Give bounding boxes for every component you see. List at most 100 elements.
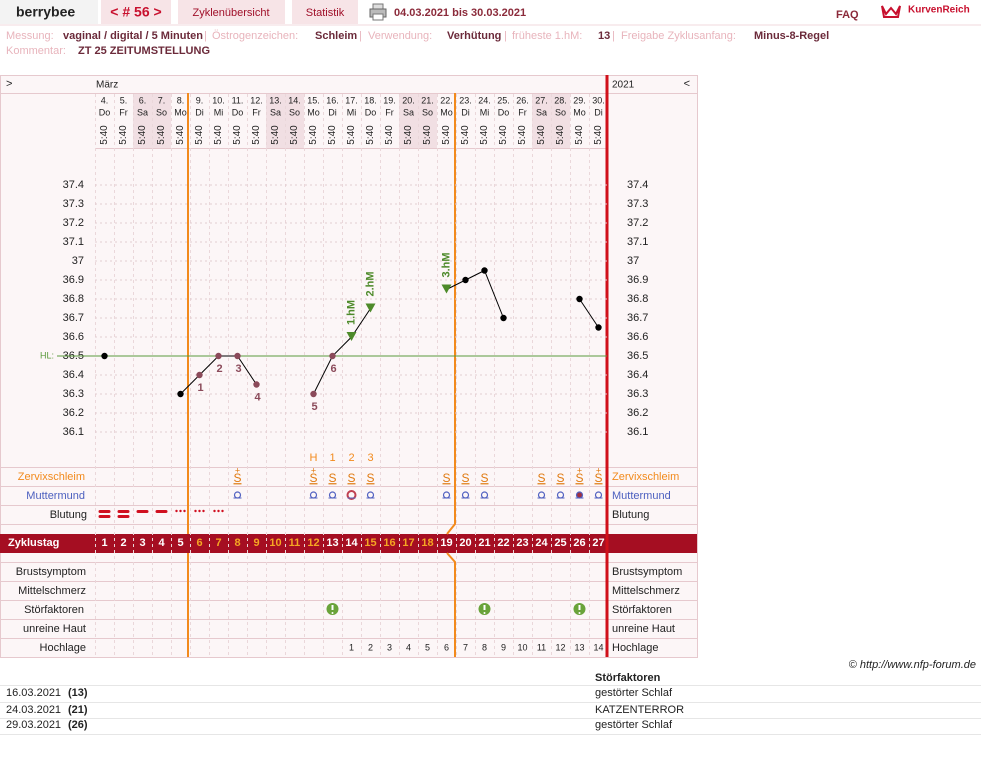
weekday-label: Mi [214,107,224,117]
tab-bg[interactable] [292,0,358,24]
tab[interactable]: Zyklenübersicht [192,7,269,19]
point-label: 5 [311,401,317,413]
bleeding-dot [198,509,201,513]
point-label: 4 [254,391,261,403]
separator: | [359,30,362,42]
mucus-plus: + [235,465,240,475]
day-label: 11. [232,95,244,105]
user-name: berrybee [16,4,75,20]
cervix-icon [575,491,584,499]
mucus-plus: + [596,465,601,475]
mucus-symbol: S [556,471,564,485]
temperature-point [310,390,317,398]
time-label: 5:40 [175,125,186,145]
nav[interactable]: > [6,78,12,90]
faq-link[interactable]: FAQ [836,9,859,21]
temperature-point [329,352,336,360]
cycle-day: 2 [120,537,126,549]
day-label: 19. [383,95,396,105]
cycle-day: 19 [440,537,452,549]
day-label: 9. [196,95,204,105]
bleeding-dot [221,509,224,513]
separator: | [204,30,207,42]
cycle-day: 1 [101,537,107,549]
temperature-point [365,303,376,313]
high-phase-day: 11 [537,642,546,652]
info-label: Freigabe Zyklusanfang: [621,30,736,42]
tab[interactable]: Statistik [306,7,345,19]
bleeding-dot [217,509,220,513]
temperature-point [177,390,184,398]
row-label: Zyklustag [8,537,59,549]
weekday-label: Mo [573,107,586,117]
note-date: 24.03.2021 [6,704,61,716]
temperature-point [346,332,357,341]
y-tick-label: 36.3 [627,388,648,400]
weekday-label: Fr [119,107,128,117]
cycle-day: 4 [158,537,165,549]
phase-line [446,93,456,657]
tab-bg[interactable] [101,0,171,24]
day-label: 22. [440,95,453,105]
peak-label: 3 [367,452,373,464]
info-value: ZT 25 ZEITUMSTELLUNG [78,45,210,57]
y-tick-label: 37.4 [627,179,648,191]
high-phase-day: 1 [349,642,354,652]
point-label: 3 [235,363,241,375]
info-value: vaginal / digital / 5 Minuten [63,30,203,42]
mucus-symbol: S [309,471,317,485]
mucus-symbol: S [575,471,583,485]
time-label: 5:40 [460,125,471,145]
point-label: 2 [216,363,222,375]
y-tick-label: 36.5 [627,350,648,362]
bleeding-dot [213,509,216,513]
weekday-label: Mo [174,107,187,117]
cycle-day: 25 [554,537,566,549]
y-tick-label: 37 [72,255,84,267]
high-phase-day: 9 [501,642,506,652]
coverline-label: HL: [40,350,54,360]
time-label: 5:40 [441,125,452,145]
y-tick-label: 36.6 [63,331,84,343]
weekday-label: Sa [403,107,414,117]
time-label: 5:40 [346,125,357,145]
point-label: 6 [330,363,336,375]
cycle-day: 10 [269,537,281,549]
y-tick-label: 37.4 [63,179,84,191]
note-text: gestörter Schlaf [595,687,673,699]
tab-bg[interactable] [178,0,285,24]
cycle-day: 11 [289,537,301,549]
info-label: Östrogenzeichen: [212,30,298,42]
info-label: früheste 1.hM: [512,30,582,42]
disturbance-mark [483,612,486,614]
y-tick-label: 36.7 [63,312,84,324]
weekend-shade [418,94,437,148]
day-label: 21. [421,95,434,105]
weekday-label: Fr [518,107,527,117]
mucus-symbol: S [537,471,545,485]
bleeding-mark [155,510,168,513]
nav[interactable]: < [684,78,690,90]
row-label: Brustsymptom [16,566,86,578]
day-label: 6. [139,95,147,105]
y-tick-label: 36.8 [627,293,648,305]
logo-icon [881,5,901,18]
row-label: Zervixschleim [18,471,85,483]
peak-label: H [310,452,318,464]
bleeding-mark [98,515,111,518]
hm-label: 1.hM [345,300,357,325]
logo-text[interactable]: KurvenReich [908,5,970,16]
weekend-shade [551,94,570,148]
high-phase-day: 5 [425,642,430,652]
cycle-day: 5 [177,537,183,549]
weekend-shade [532,94,551,148]
bleeding-dot [194,509,197,513]
cycle-nav[interactable]: < # 56 > [110,4,161,20]
day-label: 24. [478,95,491,105]
day-label: 25. [497,95,510,105]
printer-icon[interactable] [369,3,387,21]
temperature-point [441,284,452,294]
time-label: 5:40 [555,125,566,145]
bleeding-dot [183,509,186,513]
